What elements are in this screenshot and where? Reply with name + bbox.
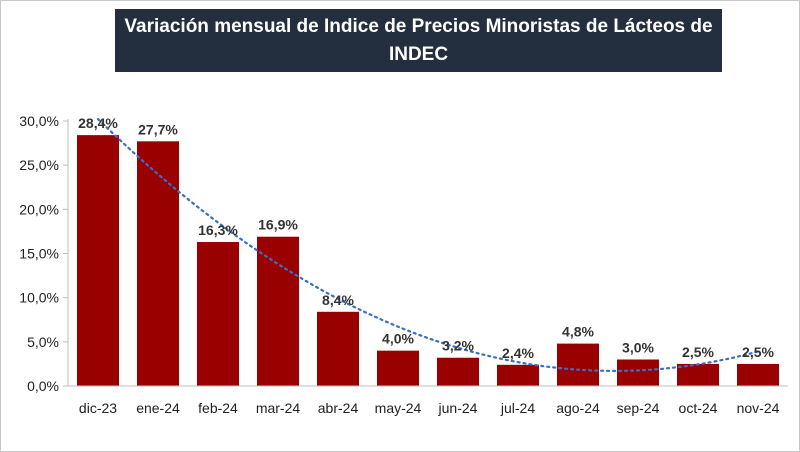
- y-tick-label: 20,0%: [19, 201, 59, 217]
- y-tick-label: 10,0%: [19, 290, 59, 306]
- x-tick-label: sep-24: [617, 400, 660, 416]
- bar: [197, 242, 239, 386]
- x-tick-label: feb-24: [198, 400, 238, 416]
- x-tick-label: may-24: [375, 400, 422, 416]
- data-labels: 28,4% 27,7% 16,3% 16,9% 8,4% 4,0% 3,2% 2,4% 4,8%…: [78, 115, 774, 361]
- bar: [77, 135, 119, 386]
- data-label: 3,0%: [622, 340, 654, 356]
- x-tick-label: ago-24: [556, 400, 600, 416]
- x-tick-label: ene-24: [136, 400, 180, 416]
- data-label: 2,5%: [742, 344, 774, 360]
- data-label: 16,3%: [198, 222, 238, 238]
- chart-title-text: Variación mensual de Indice de Precios M…: [124, 15, 713, 65]
- bar: [437, 357, 479, 386]
- trendline: [96, 118, 760, 372]
- x-tick-label: jun-24: [438, 400, 478, 416]
- bars: [77, 135, 779, 386]
- y-tick-label: 0,0%: [27, 378, 59, 394]
- bar: [497, 364, 539, 386]
- data-label: 4,0%: [382, 331, 414, 347]
- bar: [677, 363, 719, 386]
- data-label: 28,4%: [78, 115, 118, 131]
- data-label: 2,5%: [682, 344, 714, 360]
- y-axis: 0,0% 5,0% 10,0% 15,0% 20,0% 25,0% 30,0%: [19, 113, 69, 394]
- x-tick-label: dic-23: [79, 400, 117, 416]
- x-tick-label: oct-24: [679, 400, 718, 416]
- y-tick-label: 25,0%: [19, 157, 59, 173]
- y-tick-label: 30,0%: [19, 113, 59, 129]
- x-tick-label: mar-24: [256, 400, 301, 416]
- y-tick-label: 15,0%: [19, 246, 59, 262]
- data-label: 27,7%: [138, 121, 178, 137]
- bar: [257, 236, 299, 386]
- y-tick-label: 5,0%: [27, 334, 59, 350]
- data-label: 2,4%: [502, 345, 534, 361]
- x-tick-label: abr-24: [318, 400, 359, 416]
- bar: [377, 350, 419, 386]
- x-tick-label: nov-24: [737, 400, 780, 416]
- bar: [137, 141, 179, 386]
- x-tick-label: jul-24: [500, 400, 535, 416]
- trendline-group: [96, 118, 760, 372]
- bar: [737, 363, 779, 386]
- bar: [557, 343, 599, 386]
- x-axis: dic-23 ene-24 feb-24 mar-24 abr-24 may-24 jun-…: [68, 385, 788, 416]
- data-label: 3,2%: [442, 338, 474, 354]
- chart-title: Variación mensual de Indice de Precios M…: [115, 9, 722, 72]
- data-label: 4,8%: [562, 324, 594, 340]
- bar: [317, 311, 359, 386]
- data-label: 16,9%: [258, 217, 298, 233]
- data-label: 8,4%: [322, 292, 354, 308]
- bar: [617, 359, 659, 386]
